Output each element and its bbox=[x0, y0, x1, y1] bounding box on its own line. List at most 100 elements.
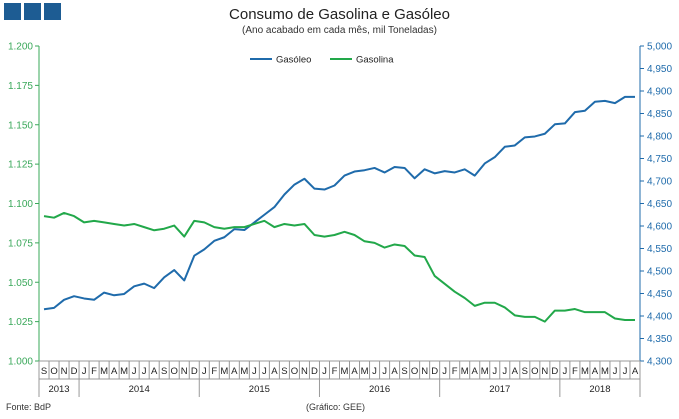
month-label: S bbox=[41, 366, 47, 377]
month-label: J bbox=[442, 366, 447, 377]
month-label: O bbox=[531, 366, 538, 377]
left-axis-tick-label: 1.125 bbox=[8, 160, 33, 171]
left-axis-tick-label: 1.150 bbox=[8, 120, 33, 131]
month-label: N bbox=[301, 366, 308, 377]
month-label: O bbox=[291, 366, 298, 377]
month-label: A bbox=[632, 366, 639, 377]
month-label: S bbox=[281, 366, 287, 377]
month-label: A bbox=[111, 366, 118, 377]
month-label: O bbox=[411, 366, 418, 377]
month-label: O bbox=[171, 366, 178, 377]
month-label: A bbox=[512, 366, 519, 377]
left-axis-tick-label: 1.075 bbox=[8, 238, 33, 249]
right-axis-tick-label: 5,000 bbox=[647, 42, 672, 53]
month-label: M bbox=[220, 366, 228, 377]
month-label: A bbox=[151, 366, 158, 377]
left-axis-tick-label: 1.100 bbox=[8, 199, 33, 210]
graphic-note: (Gráfico: GEE) bbox=[306, 402, 366, 412]
month-label: J bbox=[382, 366, 387, 377]
month-label: M bbox=[120, 366, 128, 377]
left-axis-tick-label: 1.050 bbox=[8, 278, 33, 289]
month-label: F bbox=[332, 366, 338, 377]
month-label: J bbox=[492, 366, 497, 377]
legend-label-gasolina: Gasolina bbox=[356, 55, 394, 66]
year-label: 2014 bbox=[129, 384, 150, 395]
month-label: J bbox=[322, 366, 327, 377]
right-axis-tick-label: 4,450 bbox=[647, 289, 672, 300]
month-label: S bbox=[401, 366, 407, 377]
right-axis-tick-label: 4,700 bbox=[647, 177, 672, 188]
month-label: S bbox=[161, 366, 167, 377]
legend-label-gasoleo: Gasóleo bbox=[276, 55, 311, 66]
month-label: F bbox=[91, 366, 97, 377]
year-label: 2016 bbox=[369, 384, 390, 395]
left-axis-tick-label: 1.025 bbox=[8, 317, 33, 328]
year-label: 2015 bbox=[249, 384, 270, 395]
month-label: M bbox=[341, 366, 349, 377]
logo-square bbox=[24, 3, 41, 20]
month-label: N bbox=[181, 366, 188, 377]
gee-logo bbox=[4, 3, 61, 20]
right-axis-tick-label: 4,850 bbox=[647, 109, 672, 120]
left-axis-tick-label: 1.000 bbox=[8, 357, 33, 368]
right-axis-tick-label: 4,600 bbox=[647, 222, 672, 233]
month-label: D bbox=[71, 366, 78, 377]
month-label: A bbox=[472, 366, 479, 377]
month-label: J bbox=[142, 366, 147, 377]
month-label: M bbox=[100, 366, 108, 377]
series-line-gasolina bbox=[43, 211, 635, 323]
month-label: M bbox=[361, 366, 369, 377]
year-label: 2013 bbox=[48, 384, 69, 395]
month-label: N bbox=[61, 366, 68, 377]
chart-subtitle: (Ano acabado em cada mês, mil Toneladas) bbox=[242, 25, 437, 36]
month-label: M bbox=[240, 366, 248, 377]
month-label: M bbox=[601, 366, 609, 377]
series-line-gasoleo bbox=[43, 95, 635, 311]
month-label: A bbox=[231, 366, 238, 377]
month-label: S bbox=[522, 366, 528, 377]
right-axis-tick-label: 4,650 bbox=[647, 199, 672, 210]
right-axis-tick-label: 4,400 bbox=[647, 312, 672, 323]
logo-square bbox=[4, 3, 21, 20]
month-label: F bbox=[211, 366, 217, 377]
month-label: J bbox=[372, 366, 377, 377]
month-label: N bbox=[421, 366, 428, 377]
month-label: M bbox=[461, 366, 469, 377]
month-label: F bbox=[452, 366, 458, 377]
month-label: J bbox=[132, 366, 137, 377]
month-label: A bbox=[271, 366, 278, 377]
month-label: F bbox=[572, 366, 578, 377]
month-label: J bbox=[82, 366, 87, 377]
month-label: M bbox=[581, 366, 589, 377]
month-label: J bbox=[262, 366, 267, 377]
month-label: D bbox=[431, 366, 438, 377]
month-label: J bbox=[613, 366, 618, 377]
left-axis-tick-label: 1.175 bbox=[8, 81, 33, 92]
right-axis-tick-label: 4,750 bbox=[647, 154, 672, 165]
right-axis-tick-label: 4,900 bbox=[647, 87, 672, 98]
month-label: D bbox=[551, 366, 558, 377]
month-label: J bbox=[563, 366, 568, 377]
right-axis-tick-label: 4,550 bbox=[647, 244, 672, 255]
chart-title: Consumo de Gasolina e Gasóleo bbox=[229, 6, 450, 23]
right-axis-tick-label: 4,950 bbox=[647, 64, 672, 75]
month-label: D bbox=[191, 366, 198, 377]
month-label: M bbox=[481, 366, 489, 377]
year-label: 2018 bbox=[589, 384, 610, 395]
source-note: Fonte: BdP bbox=[6, 402, 52, 412]
logo-square bbox=[44, 3, 61, 20]
month-label: A bbox=[592, 366, 599, 377]
month-label: J bbox=[623, 366, 628, 377]
left-axis-tick-label: 1.200 bbox=[8, 42, 33, 53]
year-label: 2017 bbox=[489, 384, 510, 395]
month-label: O bbox=[50, 366, 57, 377]
right-axis-tick-label: 4,300 bbox=[647, 357, 672, 368]
month-label: J bbox=[252, 366, 257, 377]
right-axis-tick-label: 4,350 bbox=[647, 334, 672, 345]
right-axis-tick-label: 4,500 bbox=[647, 267, 672, 278]
month-label: J bbox=[202, 366, 207, 377]
right-axis-tick-label: 4,800 bbox=[647, 132, 672, 143]
month-label: A bbox=[351, 366, 358, 377]
month-label: N bbox=[541, 366, 548, 377]
